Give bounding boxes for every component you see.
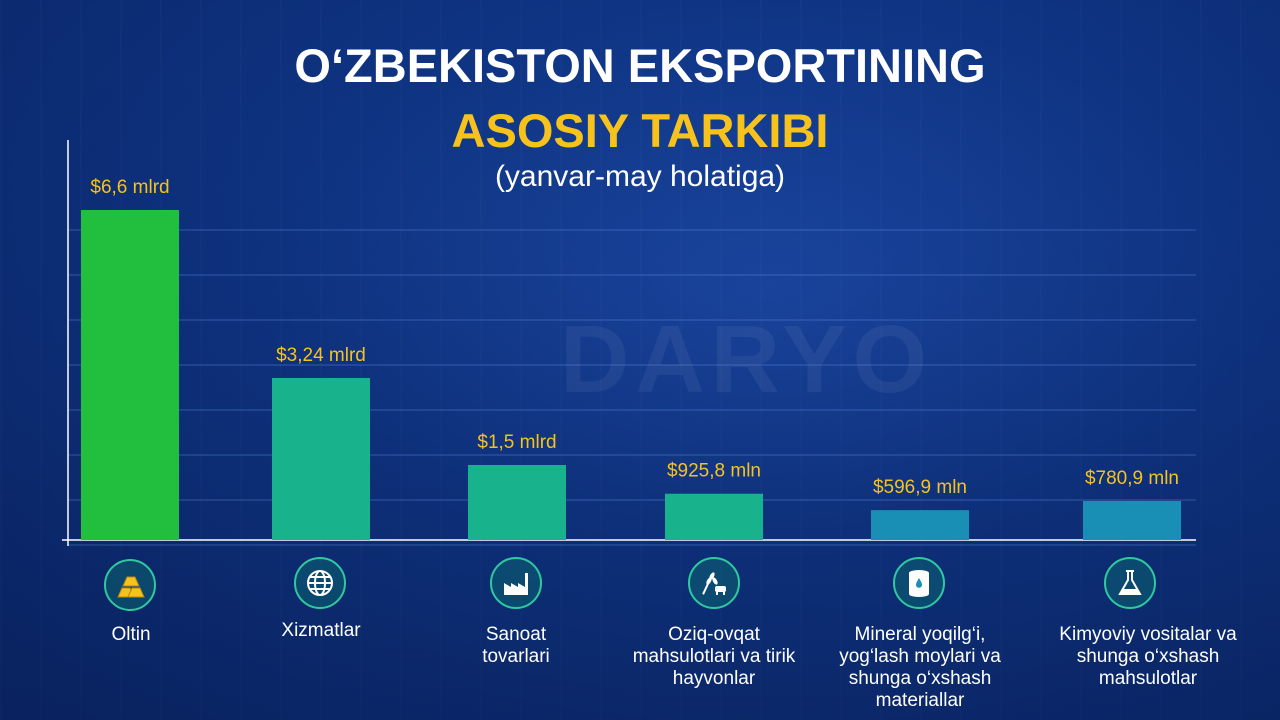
category-label-kimyoviy: Kimyoviy vositalar va shunga o‘xshash ma… [1059,624,1237,689]
value-label-2: $3,24 mlrd [276,345,366,366]
title-line-2: ASOSIY TARKIBI [451,104,829,157]
category-label-sanoat: Sanoat tovarlari [482,624,550,667]
bar-6 [1083,500,1181,540]
bar-5 [871,510,969,540]
chemical-flask-icon [1104,557,1156,609]
bar-1 [81,210,179,540]
value-label-5: $596,9 mln [873,477,967,498]
value-label-6: $780,9 mln [1085,468,1179,489]
bar-2 [272,378,370,540]
value-label-3: $1,5 mlrd [477,432,556,453]
globe-icon [294,557,346,609]
category-label-xizmatlar: Xizmatlar [281,620,361,641]
factory-icon [490,557,542,609]
title-line-1: O‘ZBEKISTON EKSPORTINING [294,39,986,92]
value-label-4: $925,8 mln [667,461,761,482]
watermark: DARYO [560,306,934,413]
oil-barrel-icon [893,557,945,609]
bar-3 [468,465,566,540]
gold-bars-icon [104,559,156,611]
value-label-1: $6,6 mlrd [90,177,169,198]
subtitle: (yanvar-may holatiga) [494,160,786,193]
wheat-cow-icon [688,557,740,609]
category-label-oltin: Oltin [111,624,151,645]
category-label-oziq-ovqat: Oziq-ovqat mahsulotlari va tirik hayvonl… [632,624,796,689]
category-label-mineral: Mineral yoqilg‘i, yog‘lash moylari va sh… [839,624,1001,711]
bar-4 [665,493,763,540]
